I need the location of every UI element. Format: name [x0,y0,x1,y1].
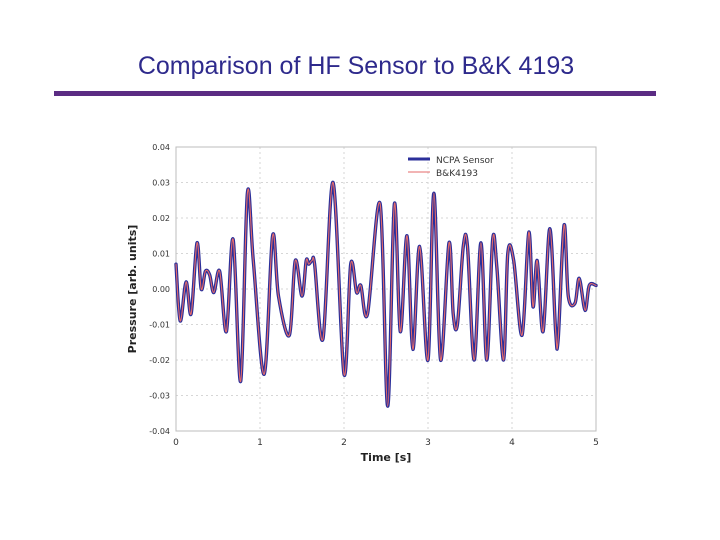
x-tick-label: 0 [173,438,179,448]
series-layer [174,180,598,408]
legend-label-bk: B&K4193 [436,169,478,179]
x-tick-label: 2 [341,438,347,448]
y-tick-label: 0.04 [152,143,170,152]
y-tick-label: 0.00 [152,285,170,294]
y-tick-label: -0.01 [149,321,170,330]
y-tick-label: -0.04 [149,427,170,436]
x-axis-label: Time [s] [361,451,412,464]
y-tick-label: 0.03 [152,179,170,188]
line-chart: 0 1 2 3 4 5 0.04 0.03 0.02 0.01 0.00 -0.01 -0.02 -0.0… [126,143,599,464]
axis-ticks: 0 1 2 3 4 5 0.04 0.03 0.02 0.01 0.00 -0.01 -0.02 -0.0… [149,143,599,448]
y-tick-label: 0.02 [152,214,170,223]
slide-title: Comparison of HF Sensor to B&K 4193 [137,52,575,80]
y-tick-label: -0.02 [149,356,170,365]
y-tick-label: 0.01 [152,250,170,259]
series-line-bk [175,181,597,407]
y-tick-label: -0.03 [149,392,170,401]
legend-label-ncpa: NCPA Sensor [436,156,494,166]
title-underline [54,91,656,96]
x-tick-label: 5 [593,438,599,448]
chart-legend: NCPA Sensor B&K4193 [408,156,494,179]
x-tick-label: 1 [257,438,263,448]
x-tick-label: 4 [509,438,515,448]
y-axis-label: Pressure [arb. units] [126,225,139,354]
x-tick-label: 3 [425,438,431,448]
